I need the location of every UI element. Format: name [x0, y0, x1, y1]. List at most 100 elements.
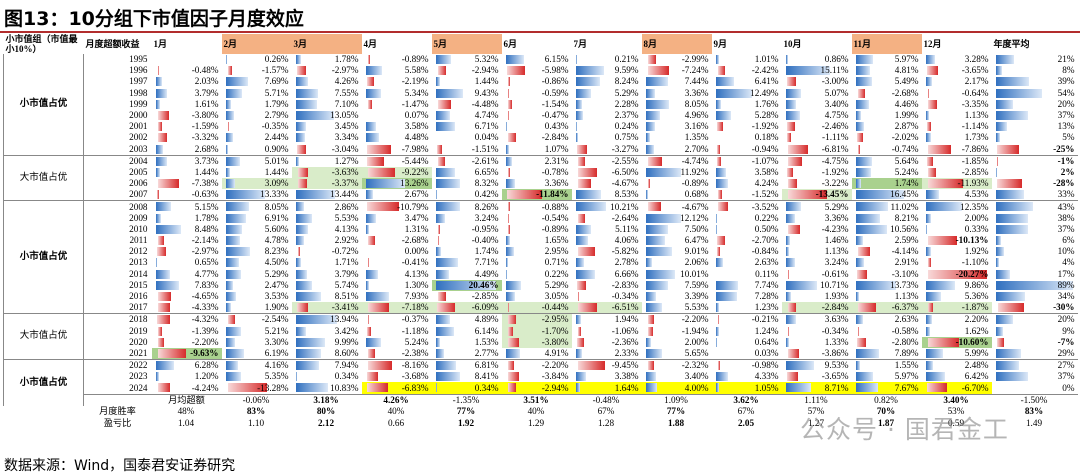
value-bar [925, 133, 931, 143]
value-text: -2.54% [261, 314, 289, 325]
value-cell: 3.63% [781, 313, 852, 326]
summary-row: 月度胜率 48% 83% 80% 40% 77% 40% 67% 77% 67% 57% 70% 53%… [4, 406, 1078, 418]
annual-average-cell: 17% [992, 269, 1078, 280]
value-cell: 1.20% [152, 371, 222, 382]
value-cell: 10.01% [642, 269, 712, 280]
value-text: -1.85% [961, 155, 989, 166]
value-cell: 6.91% [222, 213, 292, 224]
summary-blank [83, 393, 152, 407]
value-text: 4.26% [334, 76, 359, 87]
value-bar [295, 280, 313, 290]
value-text: 2.63% [894, 314, 919, 325]
value-bar [155, 280, 179, 290]
value-cell: 1.53% [432, 337, 502, 348]
value-cell: 5.28% [712, 110, 782, 121]
value-text: 3.24% [474, 212, 499, 223]
value-cell: 0.33% [922, 224, 992, 235]
value-bar [645, 144, 654, 154]
value-bar [435, 269, 449, 279]
value-text: 0.34% [474, 382, 499, 393]
value-text: 5.49% [894, 76, 919, 87]
value-bar [717, 66, 725, 76]
value-cell: 1.90% [222, 302, 292, 314]
value-bar [785, 337, 790, 347]
value-bar [157, 179, 180, 189]
value-cell: 0.90% [222, 144, 292, 156]
value-text: -11.93% [957, 178, 989, 189]
value-bar [367, 315, 369, 325]
value-cell: -2.80% [852, 337, 922, 348]
value-bar [855, 236, 864, 245]
value-cell: -2.20% [152, 337, 222, 348]
value-cell: 5.07% [782, 88, 852, 99]
value-cell: 7.93% [362, 291, 432, 302]
value-bar [715, 213, 717, 223]
value-bar [507, 99, 513, 109]
value-text: 1.78% [194, 212, 219, 223]
value-cell: -5.98% [502, 65, 572, 76]
value-bar [717, 361, 721, 371]
value-cell: 0.26% [222, 54, 292, 65]
value-text: 5.97% [894, 371, 919, 382]
annual-bar [995, 77, 1030, 87]
value-cell: 5.58% [362, 65, 432, 76]
value-cell: -2.85% [432, 291, 502, 302]
annual-average-cell: 4% [992, 257, 1078, 268]
value-cell: -4.33% [152, 302, 222, 314]
value-cell: 4.46% [852, 99, 922, 110]
value-bar [927, 258, 931, 268]
value-cell: 2.70% [642, 144, 712, 156]
value-bar [855, 190, 905, 200]
value-text: 4.00% [684, 382, 709, 393]
value-bar [715, 383, 719, 393]
value-text: 5.28% [754, 110, 779, 121]
value-text: 4.77% [194, 268, 219, 279]
value-cell: 9.59% [572, 65, 642, 76]
value-cell: 5.29% [222, 269, 292, 280]
group-label: 小市值占优 [3, 200, 84, 314]
value-cell: 4.75% [782, 110, 852, 121]
annual-bar [995, 202, 1033, 212]
value-text: 11.92% [680, 166, 709, 177]
summary-value: 3.18% [291, 393, 362, 407]
value-cell: 1.24% [712, 326, 782, 337]
annual-bar [995, 372, 1028, 382]
value-text: 3.73% [194, 155, 219, 166]
value-cell: 13.26% [361, 178, 432, 190]
value-text: 1.92% [964, 246, 989, 257]
value-cell: 1.64% [571, 382, 642, 395]
value-bar [367, 258, 369, 268]
value-text: -9.63% [190, 347, 219, 358]
value-bar [925, 213, 932, 223]
value-cell: 0.18% [712, 132, 782, 143]
value-cell: -4.24% [152, 382, 222, 394]
table-row: 1999 1.61% 1.79% 7.10% -1.47% -4.48% -1.54% 2.2… [4, 99, 1078, 110]
summary-value: 3.40% [921, 393, 992, 407]
value-text: -7.38% [191, 178, 219, 189]
value-bar [367, 372, 379, 382]
value-cell: 9.99% [292, 337, 362, 348]
value-bar [927, 179, 963, 189]
summary-value: 1.29 [527, 417, 545, 428]
value-bar [157, 66, 159, 76]
value-text: 5.29% [824, 201, 849, 212]
value-cell: 7.28% [712, 291, 782, 302]
year-cell: 1997 [129, 76, 148, 87]
value-cell: -3.22% [782, 178, 852, 189]
value-text: -1.06% [611, 325, 639, 336]
value-bar [225, 167, 230, 177]
value-bar [155, 77, 162, 87]
annual-bar [995, 361, 1019, 371]
annual-average-cell: 5% [992, 132, 1078, 143]
value-text: -3.37% [331, 178, 359, 189]
value-text: -2.85% [471, 291, 499, 302]
value-bar [925, 348, 944, 358]
value-bar [787, 179, 798, 189]
value-bar [925, 224, 927, 234]
value-bar [927, 303, 934, 313]
value-bar [645, 280, 668, 290]
value-cell: 7.94% [291, 359, 362, 372]
value-cell: 2.00% [642, 337, 712, 348]
value-cell: 2.78% [572, 257, 642, 268]
value-cell: 5.53% [292, 213, 362, 224]
